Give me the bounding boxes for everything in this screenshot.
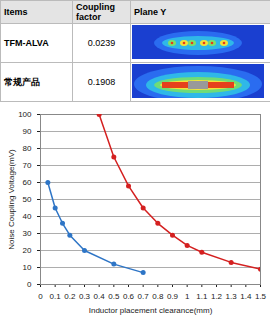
svg-text:0.3: 0.3: [79, 292, 91, 301]
svg-text:90: 90: [23, 127, 32, 136]
svg-text:1.4: 1.4: [240, 292, 252, 301]
svg-text:40: 40: [23, 212, 32, 221]
svg-text:1.5: 1.5: [255, 292, 267, 301]
svg-text:0.9: 0.9: [167, 292, 179, 301]
svg-text:0.2: 0.2: [64, 292, 76, 301]
html-text:0.1908: 0.1908: [87, 77, 116, 87]
svg-text:100: 100: [18, 110, 32, 119]
svg-text:1.2: 1.2: [211, 292, 223, 301]
html-text:Items: Items: [4, 7, 28, 17]
svg-text:1.1: 1.1: [196, 292, 208, 301]
svg-text:0.4: 0.4: [94, 292, 106, 301]
svg-text:30: 30: [23, 229, 32, 238]
svg-text:Inductor placement clearance(m: Inductor placement clearance(mm): [89, 306, 213, 315]
svg-text:0.5: 0.5: [108, 292, 120, 301]
svg-text:Noise Coupling Voltage(mV): Noise Coupling Voltage(mV): [7, 149, 16, 250]
html-text:TFM-ALVA: TFM-ALVA: [4, 38, 49, 48]
svg-text:0: 0: [38, 292, 43, 301]
svg-text:0.8: 0.8: [152, 292, 164, 301]
svg-text:1.3: 1.3: [226, 292, 238, 301]
html-text:Plane Y: Plane Y: [134, 7, 167, 17]
svg-text:0.7: 0.7: [138, 292, 150, 301]
svg-text:0.1: 0.1: [50, 292, 62, 301]
svg-text:20: 20: [23, 246, 32, 255]
svg-text:10: 10: [23, 263, 32, 272]
svg-text:80: 80: [23, 144, 32, 153]
html-text:0.0239: 0.0239: [87, 38, 116, 48]
svg-text:60: 60: [23, 178, 32, 187]
svg-text:50: 50: [23, 195, 32, 204]
html-text:常规产品: 常规产品: [4, 76, 40, 87]
svg-text:1: 1: [185, 292, 190, 301]
svg-text:70: 70: [23, 161, 32, 170]
svg-text:0: 0: [27, 280, 32, 289]
svg-text:0.6: 0.6: [123, 292, 135, 301]
html-text:Coupling factor: Coupling factor: [76, 2, 115, 22]
